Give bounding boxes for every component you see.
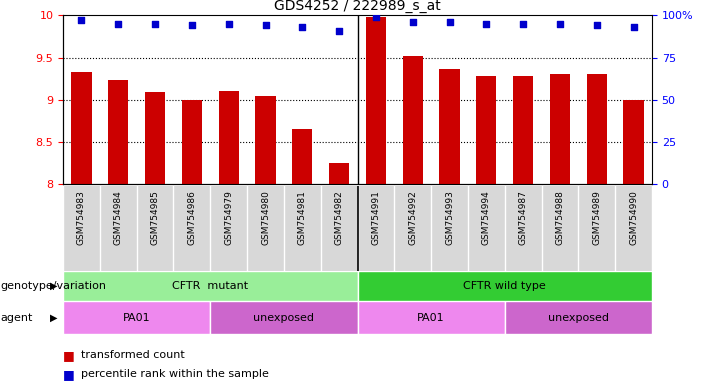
Bar xyxy=(182,100,202,184)
Text: GSM754991: GSM754991 xyxy=(372,190,381,245)
Bar xyxy=(255,96,275,184)
Text: CFTR wild type: CFTR wild type xyxy=(463,281,546,291)
Bar xyxy=(108,80,128,184)
Bar xyxy=(210,301,358,334)
Point xyxy=(113,21,124,27)
Point xyxy=(628,24,639,30)
Text: ■: ■ xyxy=(63,349,75,362)
Text: GSM754984: GSM754984 xyxy=(114,190,123,245)
Bar xyxy=(358,301,505,334)
Point xyxy=(591,22,602,28)
Title: GDS4252 / 222989_s_at: GDS4252 / 222989_s_at xyxy=(274,0,441,13)
Bar xyxy=(72,72,92,184)
Text: genotype/variation: genotype/variation xyxy=(1,281,107,291)
Text: PA01: PA01 xyxy=(123,313,151,323)
Point xyxy=(554,21,566,27)
Bar xyxy=(402,56,423,184)
Bar xyxy=(329,163,349,184)
Text: unexposed: unexposed xyxy=(253,313,315,323)
Bar xyxy=(63,301,210,334)
Text: GSM754980: GSM754980 xyxy=(261,190,270,245)
Text: GSM754990: GSM754990 xyxy=(629,190,638,245)
Bar xyxy=(440,69,460,184)
Point xyxy=(481,21,492,27)
Bar xyxy=(550,74,570,184)
Text: ▶: ▶ xyxy=(50,281,57,291)
Text: GSM754982: GSM754982 xyxy=(334,190,343,245)
Point xyxy=(370,14,381,20)
Point xyxy=(260,22,271,28)
Bar xyxy=(145,92,165,184)
Text: GSM754989: GSM754989 xyxy=(592,190,601,245)
Text: GSM754994: GSM754994 xyxy=(482,190,491,245)
Text: ■: ■ xyxy=(63,368,75,381)
Bar xyxy=(513,76,533,184)
Text: ▶: ▶ xyxy=(50,313,57,323)
Point xyxy=(297,24,308,30)
Text: percentile rank within the sample: percentile rank within the sample xyxy=(81,369,268,379)
Text: GSM754987: GSM754987 xyxy=(519,190,528,245)
Bar xyxy=(292,129,313,184)
Bar xyxy=(366,17,386,184)
Text: GSM754992: GSM754992 xyxy=(408,190,417,245)
Point xyxy=(407,19,418,25)
Text: CFTR  mutant: CFTR mutant xyxy=(172,281,248,291)
Text: agent: agent xyxy=(1,313,33,323)
Bar xyxy=(219,91,239,184)
Bar xyxy=(623,100,644,184)
Bar xyxy=(587,74,607,184)
Bar xyxy=(505,301,652,334)
Text: PA01: PA01 xyxy=(417,313,445,323)
Text: GSM754988: GSM754988 xyxy=(555,190,564,245)
Point xyxy=(186,22,198,28)
Point xyxy=(223,21,234,27)
Text: transformed count: transformed count xyxy=(81,350,184,360)
Text: GSM754979: GSM754979 xyxy=(224,190,233,245)
Bar xyxy=(476,76,496,184)
Text: GSM754993: GSM754993 xyxy=(445,190,454,245)
Text: GSM754985: GSM754985 xyxy=(151,190,160,245)
Text: GSM754981: GSM754981 xyxy=(298,190,307,245)
Point xyxy=(334,28,345,34)
Text: GSM754986: GSM754986 xyxy=(187,190,196,245)
Bar xyxy=(358,271,652,301)
Point xyxy=(149,21,161,27)
Point xyxy=(76,17,87,23)
Text: GSM754983: GSM754983 xyxy=(77,190,86,245)
Bar xyxy=(63,271,358,301)
Point xyxy=(444,19,455,25)
Text: unexposed: unexposed xyxy=(547,313,609,323)
Point xyxy=(517,21,529,27)
